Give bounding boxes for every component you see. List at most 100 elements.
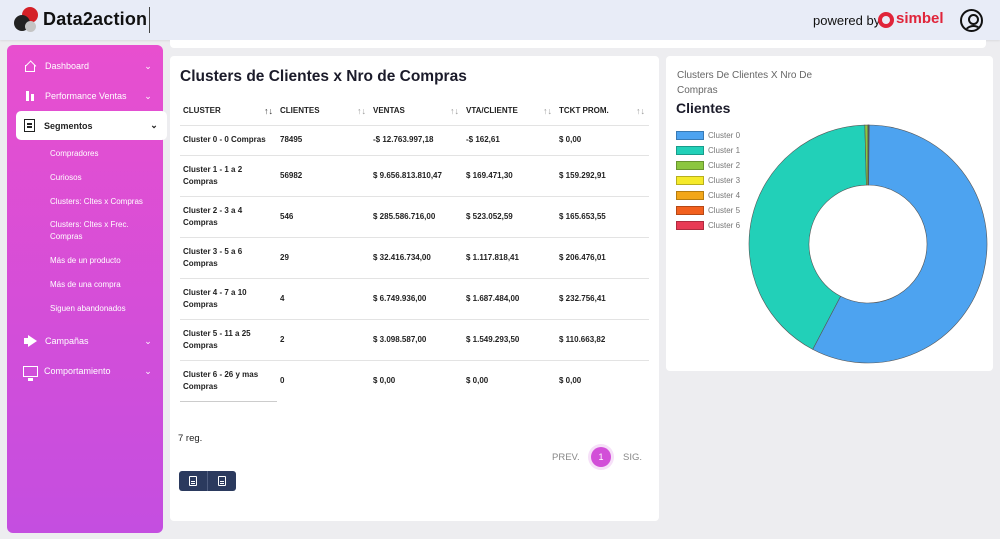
excel-file-icon [218, 476, 226, 486]
cell-clientes: 29 [277, 236, 370, 278]
clusters-table: CLUSTER ↑↓ CLIENTES ↑↓ VENTAS ↑↓ VTA/CLIENT… [180, 97, 649, 402]
column-header-clientes[interactable]: CLIENTES ↑↓ [277, 97, 370, 125]
sidebar-item-performance-ventas[interactable]: Performance Ventas ⌄ [17, 84, 161, 108]
cell-cluster: Cluster 2 - 3 a 4 Compras [180, 195, 277, 237]
cell-vta-cliente: $ 1.117.818,41 [463, 236, 556, 278]
export-excel-button[interactable] [207, 471, 235, 491]
sidebar-item-campanas[interactable]: Campañas ⌄ [17, 329, 161, 353]
sidebar-subitem-mas-de-un-producto[interactable]: Más de un producto [50, 256, 121, 265]
cell-cluster: Cluster 3 - 5 a 6 Compras [180, 236, 277, 278]
cell-cluster: Cluster 5 - 11 a 25 Compras [180, 318, 277, 360]
cell-tckt-prom: $ 0,00 [556, 124, 649, 155]
sort-ascending-icon[interactable]: ↑↓ [264, 106, 273, 116]
sidebar-subitem-clusters-compras[interactable]: Clusters: Cltes x Compras [50, 197, 143, 206]
top-card-strip [170, 40, 986, 48]
pagination-next-button[interactable]: SIG. [623, 452, 643, 463]
megaphone-icon [23, 334, 39, 348]
chevron-down-icon: ⌄ [150, 120, 158, 130]
cell-vta-cliente: $ 169.471,30 [463, 154, 556, 196]
chevron-down-icon: ⌄ [144, 365, 152, 376]
donut-chart [748, 124, 988, 364]
sidebar-item-label: Performance Ventas [45, 91, 127, 101]
legend-label: Cluster 4 [708, 190, 741, 200]
partner-name: simbel [896, 10, 944, 27]
legend-label: Cluster 5 [708, 205, 741, 215]
cell-clientes: 546 [277, 195, 370, 237]
table-row: Cluster 1 - 1 a 2 Compras 56982 $ 9.656.… [180, 154, 649, 196]
column-label: TCKT PROM. [559, 106, 609, 116]
cell-vta-cliente: $ 1.549.293,50 [463, 318, 556, 360]
sidebar-item-comportamiento[interactable]: Comportamiento ⌄ [17, 359, 161, 383]
table-header-row: CLUSTER ↑↓ CLIENTES ↑↓ VENTAS ↑↓ VTA/CLIENT… [180, 97, 649, 125]
sidebar-subitem-siguen-abandonados[interactable]: Siguen abandonados [50, 304, 126, 313]
legend-item[interactable]: Cluster 1 [676, 145, 766, 155]
legend-swatch [676, 205, 704, 215]
column-header-vta-cliente[interactable]: VTA/CLIENTE ↑↓ [463, 97, 556, 125]
powered-by-label: powered by [813, 13, 881, 28]
document-icon [24, 119, 35, 132]
legend-item[interactable]: Cluster 5 [676, 205, 766, 215]
cell-clientes: 78495 [277, 124, 370, 155]
sort-icon[interactable]: ↑↓ [357, 106, 366, 116]
sort-icon[interactable]: ↑↓ [450, 106, 459, 116]
cell-tckt-prom: $ 0,00 [556, 359, 649, 401]
legend-item[interactable]: Cluster 6 [676, 220, 766, 230]
chevron-down-icon: ⌄ [144, 90, 152, 101]
monitor-icon [23, 365, 38, 381]
cell-ventas: $ 6.749.936,00 [370, 277, 463, 319]
table-row: Cluster 5 - 11 a 25 Compras 2 $ 3.098.58… [180, 318, 649, 360]
donut-slice-cluster-0[interactable] [812, 124, 988, 364]
brand-divider [149, 7, 150, 33]
legend-item[interactable]: Cluster 4 [676, 190, 766, 200]
pagination-prev-button[interactable]: PREV. [552, 452, 580, 463]
donut-slice-cluster-5[interactable] [868, 124, 870, 186]
sidebar-subitem-compradores[interactable]: Compradores [50, 149, 99, 158]
column-label: VENTAS [373, 106, 405, 116]
export-pdf-button[interactable] [179, 471, 207, 491]
column-header-cluster[interactable]: CLUSTER ↑↓ [180, 97, 277, 125]
column-label: CLIENTES [280, 106, 320, 116]
legend-label: Cluster 3 [708, 175, 741, 185]
cell-ventas: $ 3.098.587,00 [370, 318, 463, 360]
cell-cluster: Cluster 4 - 7 a 10 Compras [180, 277, 277, 319]
donut-slice-cluster-1[interactable] [748, 124, 867, 350]
export-buttons [179, 471, 236, 491]
sort-icon[interactable]: ↑↓ [543, 106, 552, 116]
legend-item[interactable]: Cluster 3 [676, 175, 766, 185]
legend-item[interactable]: Cluster 0 [676, 130, 766, 140]
sidebar-item-label: Comportamiento [44, 366, 111, 376]
legend-swatch [676, 175, 704, 185]
table-row: Cluster 3 - 5 a 6 Compras 29 $ 32.416.73… [180, 236, 649, 278]
sidebar-item-label: Campañas [45, 336, 89, 346]
legend-label: Cluster 1 [708, 145, 741, 155]
clientes-chart-card: Clusters De Clientes X Nro De Compras Cl… [666, 56, 993, 371]
sort-icon[interactable]: ↑↓ [636, 106, 645, 116]
sidebar-subitem-curiosos[interactable]: Curiosos [50, 173, 82, 182]
partner-logo-icon [878, 12, 894, 28]
sidebar-subitem-clusters-frecuencia[interactable]: Clusters: Cltes x Frec. Compras [50, 220, 129, 241]
top-header: Data2action powered by simbel [0, 0, 1000, 40]
cell-tckt-prom: $ 206.476,01 [556, 236, 649, 278]
legend-label: Cluster 2 [708, 160, 741, 170]
column-header-tckt-prom[interactable]: TCKT PROM. ↑↓ [556, 97, 649, 125]
chevron-down-icon: ⌄ [144, 60, 152, 71]
cell-vta-cliente: $ 0,00 [463, 359, 556, 401]
legend-item[interactable]: Cluster 2 [676, 160, 766, 170]
sidebar-item-segmentos[interactable]: Segmentos ⌄ [16, 111, 167, 140]
legend-swatch [676, 220, 704, 230]
cell-ventas: $ 0,00 [370, 359, 463, 401]
cell-clientes: 4 [277, 277, 370, 319]
sidebar-item-dashboard[interactable]: Dashboard ⌄ [17, 54, 161, 78]
card-title: Clusters de Clientes x Nro de Compras [180, 68, 467, 85]
brand-logo-icon [12, 6, 40, 34]
pdf-file-icon [189, 476, 197, 486]
legend-swatch [676, 160, 704, 170]
column-label: CLUSTER [183, 106, 221, 116]
sidebar-subitem-mas-de-una-compra[interactable]: Más de una compra [50, 280, 121, 289]
cell-cluster: Cluster 0 - 0 Compras [180, 124, 277, 155]
column-header-ventas[interactable]: VENTAS ↑↓ [370, 97, 463, 125]
cell-tckt-prom: $ 232.756,41 [556, 277, 649, 319]
user-account-icon[interactable] [960, 9, 983, 32]
pagination-page-button[interactable]: 1 [591, 447, 611, 467]
cell-clientes: 2 [277, 318, 370, 360]
